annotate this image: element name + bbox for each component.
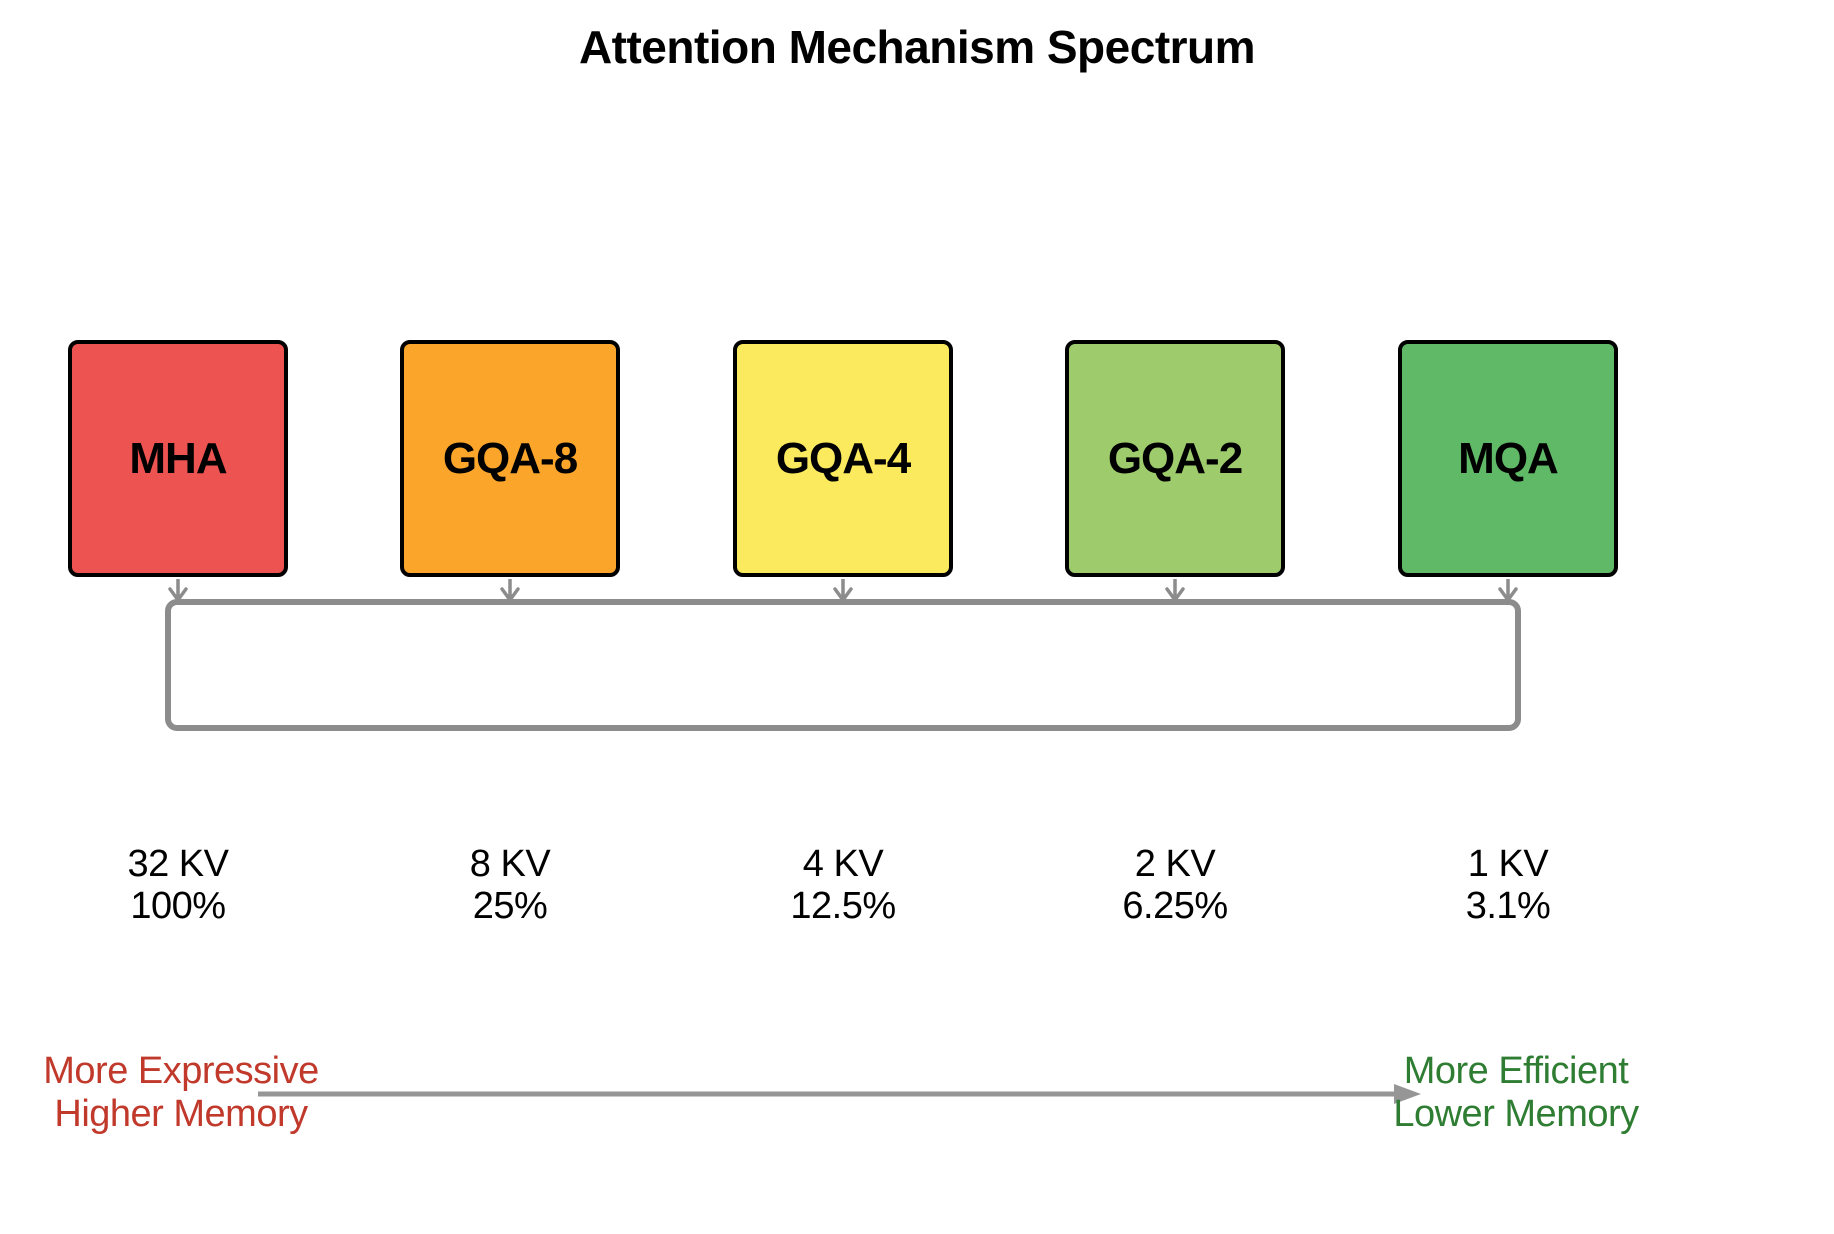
box-mha: MHA: [68, 340, 288, 577]
diagram-title: Attention Mechanism Spectrum: [578, 21, 1256, 73]
box-gqa-8: GQA-8: [400, 340, 620, 577]
kv-label-gqa-8: 8 KV 25%: [400, 843, 620, 927]
memory-pct: 12.5%: [790, 885, 896, 927]
shared-kv-cache-box: [165, 599, 1521, 731]
kv-count: 1 KV: [1467, 843, 1549, 885]
kv-count: 32 KV: [127, 843, 229, 885]
memory-pct: 100%: [130, 885, 226, 927]
box-label-gqa-4: GQA-4: [775, 433, 911, 483]
axis-label-line: Lower Memory: [1393, 1093, 1639, 1135]
kv-label-gqa-2: 2 KV 6.25%: [1065, 843, 1285, 927]
spectrum-arrow-icon: [258, 1084, 1421, 1104]
box-gqa-2: GQA-2: [1065, 340, 1285, 577]
kv-label-mha: 32 KV 100%: [68, 843, 288, 927]
memory-pct: 6.25%: [1122, 885, 1228, 927]
box-label-mha: MHA: [129, 433, 227, 483]
box-gqa-4: GQA-4: [733, 340, 953, 577]
kv-count: 2 KV: [1134, 843, 1216, 885]
memory-pct: 3.1%: [1465, 885, 1551, 927]
box-mqa: MQA: [1398, 340, 1618, 577]
box-label-gqa-8: GQA-8: [442, 433, 578, 483]
kv-count: 4 KV: [802, 843, 884, 885]
box-label-gqa-2: GQA-2: [1107, 433, 1243, 483]
axis-label-line: More Expressive: [43, 1050, 319, 1092]
kv-label-mqa: 1 KV 3.1%: [1398, 843, 1618, 927]
box-label-mqa: MQA: [1458, 433, 1559, 483]
axis-label-line: Higher Memory: [54, 1093, 308, 1135]
axis-label-efficient: More Efficient Lower Memory: [1376, 1050, 1656, 1136]
axis-label-line: More Efficient: [1403, 1050, 1629, 1092]
axis-label-expressive: More Expressive Higher Memory: [41, 1050, 321, 1136]
memory-pct: 25%: [472, 885, 548, 927]
kv-label-gqa-4: 4 KV 12.5%: [733, 843, 953, 927]
kv-count: 8 KV: [469, 843, 551, 885]
